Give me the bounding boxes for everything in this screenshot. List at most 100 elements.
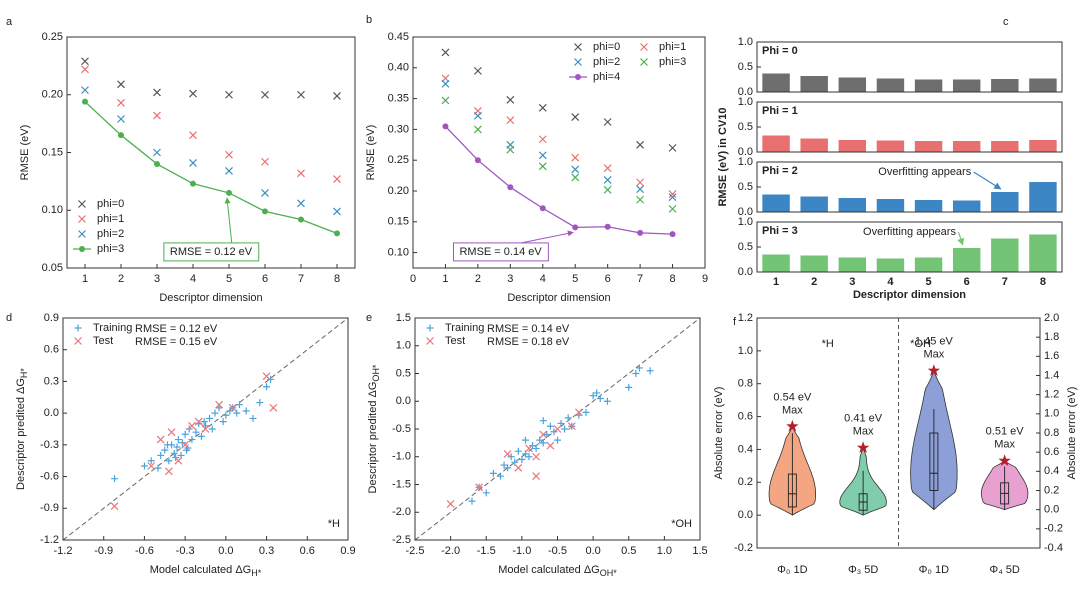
y-tick-label: 0.30: [388, 123, 409, 135]
data-point: [197, 432, 205, 440]
data-point: [181, 440, 190, 449]
data-point: [174, 436, 182, 444]
y-tick-label: 0.20: [42, 89, 63, 101]
x-tick-label: 5: [226, 273, 232, 285]
max-value-label: 0.54 eV: [773, 391, 812, 403]
panel-note: *OH: [671, 518, 692, 530]
y-axis-title-sub: H*: [19, 368, 29, 378]
data-point: [161, 446, 169, 454]
data-point: [646, 367, 654, 375]
data-point: [167, 428, 176, 437]
data-point: [668, 143, 677, 152]
annotation-arrow: [224, 197, 233, 243]
x-tick-label: 1.0: [657, 545, 672, 557]
data-point: [147, 462, 156, 470]
data-point: [297, 199, 305, 208]
x-tick-label: 7: [298, 273, 304, 285]
y-axis-title: RMSE (eV): [365, 125, 377, 181]
data-point: [669, 231, 676, 238]
legend-marker: [74, 337, 82, 345]
y-tick-label: 1.2: [1044, 389, 1059, 401]
data-point: [564, 414, 572, 422]
data-point: [539, 205, 546, 212]
y-tick-label: 1.8: [1044, 331, 1059, 343]
x-tick-label: 5: [572, 273, 578, 285]
y-tick-label: 0.35: [388, 93, 409, 105]
data-point: [518, 456, 526, 464]
x-axis-title: Descriptor dimension: [507, 292, 610, 304]
data-point: [215, 400, 223, 409]
subplot-label: Phi = 1: [762, 105, 798, 117]
data-point: [170, 449, 178, 457]
y-tick-label: -0.6: [40, 470, 59, 482]
data-point: [632, 370, 640, 377]
legend-rmse: RMSE = 0.12 eV: [135, 323, 218, 335]
x-tick-label: 5: [926, 276, 932, 288]
annotation-box: [452, 242, 549, 262]
data-point: [117, 98, 125, 107]
bar: [762, 194, 790, 212]
subplot-label: Phi = 0: [762, 45, 798, 57]
x-tick-label: Φ₄ 5D: [989, 564, 1019, 576]
bar: [991, 192, 1019, 212]
y-tick-label: -0.9: [40, 502, 59, 514]
data-point: [189, 158, 197, 167]
overfitting-note: Overfitting appears: [878, 166, 971, 178]
data-point: [153, 88, 161, 97]
bar: [991, 238, 1019, 272]
x-tick-label: Φ₀ 1D: [919, 564, 950, 576]
bar: [838, 257, 867, 272]
data-point: [165, 457, 173, 465]
x-axis-title-sub: H*: [251, 568, 261, 578]
bar: [762, 254, 790, 272]
data-point: [188, 436, 196, 444]
y-tick-label: -2.0: [392, 506, 411, 518]
data-point: [147, 457, 155, 465]
data-point: [482, 489, 490, 497]
data-point: [571, 173, 580, 182]
x-axis-title: Model calculated ΔGOH*: [498, 564, 617, 578]
overfitting-note: Overfitting appears: [863, 226, 956, 238]
x-axis-title: Descriptor dimension: [853, 289, 966, 301]
x-tick-label: -0.3: [176, 545, 195, 557]
panel-label: a: [6, 16, 13, 28]
x-tick-label: 0.9: [340, 545, 355, 557]
x-tick-label: -1.2: [54, 545, 73, 557]
x-tick-label: 1: [442, 273, 448, 285]
y-tick-label: 0.3: [44, 375, 59, 387]
legend-marker: [78, 230, 86, 238]
data-point: [668, 193, 677, 202]
data-point: [441, 96, 450, 105]
x-tick-label: 2: [811, 276, 817, 288]
max-text: Max: [923, 349, 944, 361]
data-point: [118, 132, 124, 139]
data-point: [189, 89, 197, 98]
x-tick-label: 0.6: [300, 545, 315, 557]
y-tick-label: -0.5: [392, 423, 411, 435]
legend-marker: [78, 215, 86, 223]
bar: [1029, 78, 1057, 92]
data-point: [190, 180, 196, 187]
data-point: [503, 450, 512, 458]
y-tick-label: -0.2: [1044, 523, 1063, 535]
y-tick-label: 1.0: [738, 96, 753, 108]
data-point: [473, 66, 482, 75]
data-point: [668, 204, 677, 213]
data-point: [603, 397, 611, 405]
y-tick-label: 1.0: [738, 216, 753, 228]
data-point: [181, 430, 189, 438]
data-point: [222, 411, 230, 419]
panel-label: e: [366, 312, 372, 324]
bar: [952, 200, 981, 212]
y-tick-label: 0.0: [738, 509, 753, 521]
data-point: [475, 483, 484, 492]
data-point: [574, 408, 583, 417]
bar: [914, 79, 943, 92]
data-point: [82, 98, 88, 105]
x-tick-label: Φ₀ 1D: [777, 564, 808, 576]
subplot-label: Phi = 3: [762, 225, 798, 237]
data-point: [188, 421, 196, 430]
data-point: [571, 165, 580, 174]
bar: [991, 141, 1019, 152]
